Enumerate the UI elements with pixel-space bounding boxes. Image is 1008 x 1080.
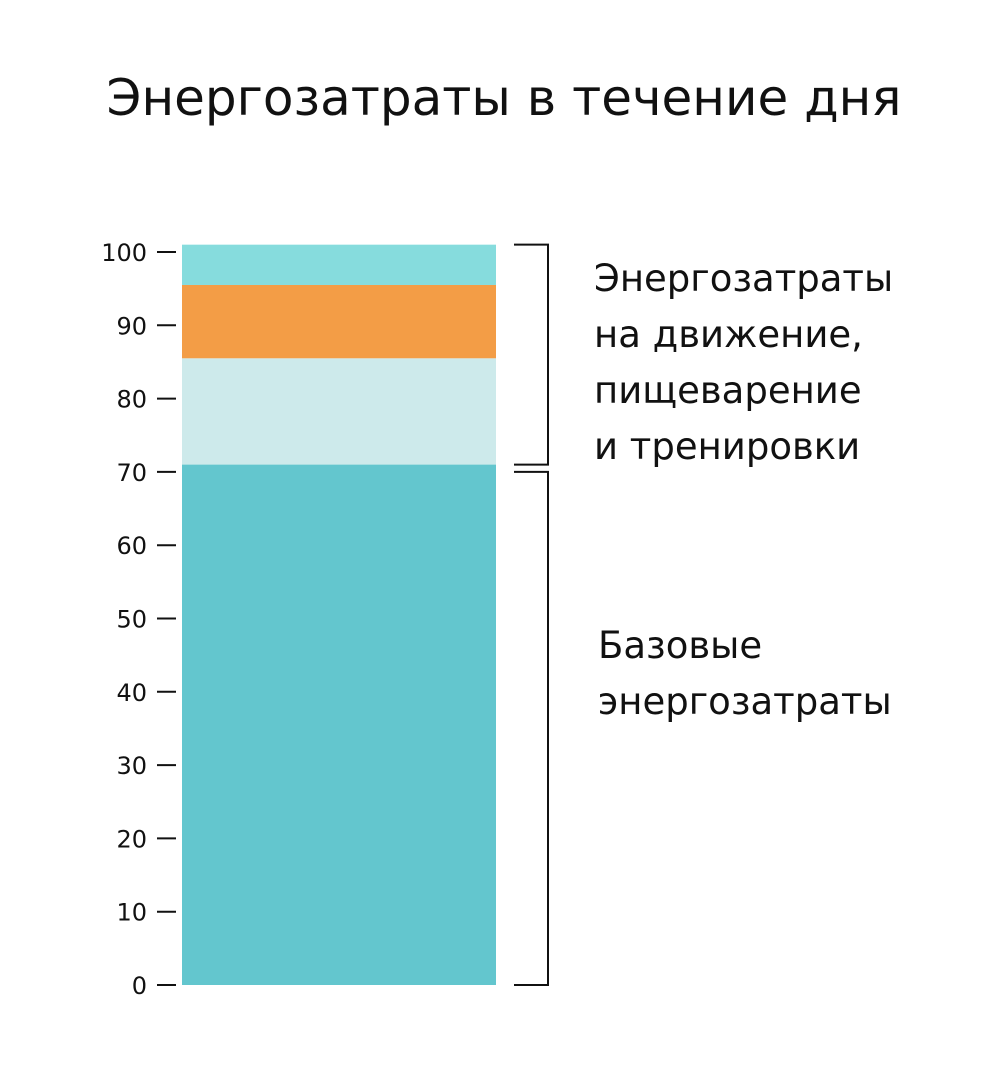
y-tick-label: 10 — [116, 899, 147, 927]
y-tick-label: 50 — [116, 606, 147, 634]
y-tick-label: 30 — [116, 752, 147, 780]
bar-segment-4 — [182, 244, 496, 285]
y-axis: 0 10 20 30 40 50 60 70 80 90 100 — [101, 239, 176, 1000]
brackets — [514, 243, 549, 986]
annotation-line: на движение, — [594, 313, 863, 356]
chart-title: Энергозатраты в течение дня — [106, 69, 902, 127]
bar-segment-1 — [182, 464, 496, 985]
bar-segments — [182, 244, 496, 985]
y-tick-label: 20 — [116, 825, 147, 853]
annotation-basal-energy: Базовые энергозатраты — [598, 618, 892, 730]
annotation-line: Энергозатраты — [594, 257, 894, 300]
y-tick-label: 100 — [101, 239, 147, 267]
y-tick-label: 80 — [116, 386, 147, 414]
bracket-2 — [514, 470, 549, 986]
y-tick-label: 40 — [116, 679, 147, 707]
y-tick-label: 70 — [116, 459, 147, 487]
y-tick-label: 90 — [116, 312, 147, 340]
annotation-line: пищеварение — [594, 369, 862, 412]
bracket-1 — [514, 243, 549, 466]
annotation-line: и тренировки — [594, 425, 861, 468]
bar-segment-3 — [182, 284, 496, 359]
bar-segment-2 — [182, 358, 496, 465]
annotation-line: Базовые — [598, 624, 763, 667]
annotation-line: энергозатраты — [598, 680, 892, 723]
y-tick-label: 0 — [132, 972, 147, 1000]
y-tick-label: 60 — [116, 532, 147, 560]
annotation-activity-energy: Энергозатраты на движение, пищеварение и… — [594, 251, 893, 475]
